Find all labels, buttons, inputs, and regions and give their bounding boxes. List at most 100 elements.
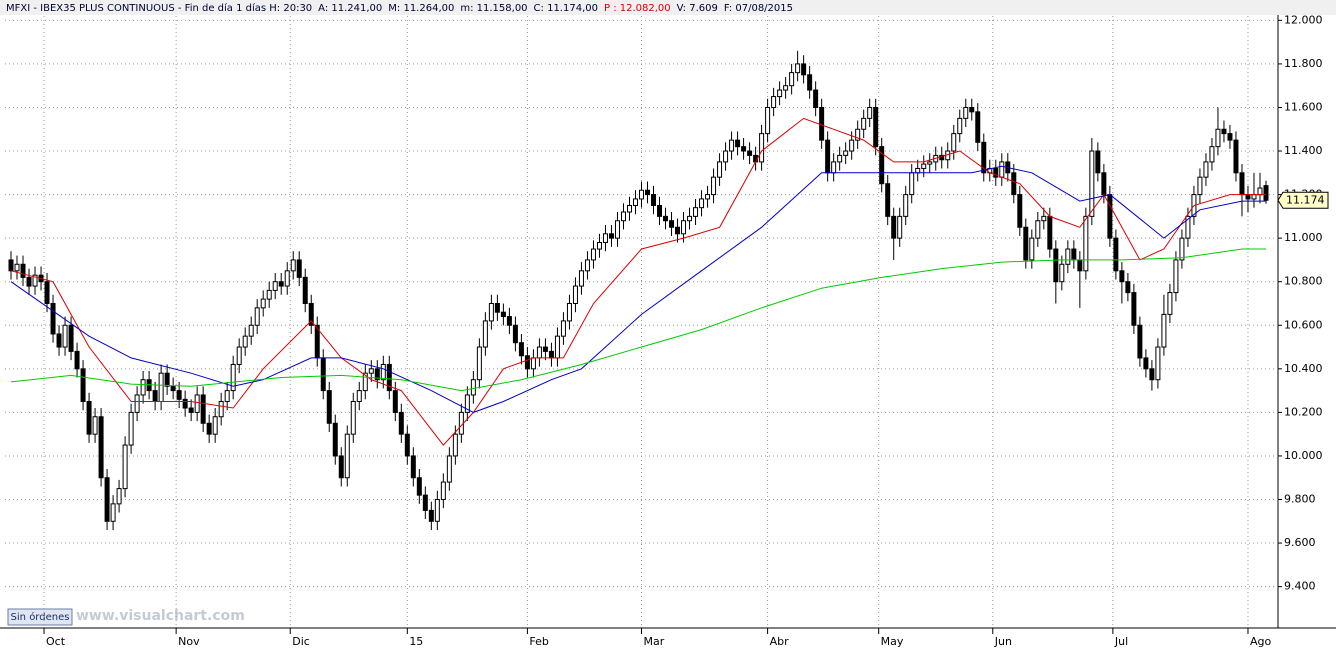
header-item: F: 07/08/2015 — [724, 3, 793, 14]
candle-body — [128, 411, 134, 446]
candle-body — [993, 167, 999, 178]
candle-body — [620, 211, 626, 222]
candle-body — [1017, 194, 1023, 228]
candle-body — [182, 398, 188, 409]
candle-body — [50, 302, 56, 335]
candle-body — [1089, 150, 1095, 217]
candle-body — [530, 357, 536, 370]
header-item: A: 11.241,00 — [318, 3, 382, 14]
status-text[interactable]: Sin órdenes — [11, 611, 70, 623]
candle-body — [807, 74, 813, 91]
candle-body — [572, 285, 578, 304]
y-tick-label: 12.000 — [1284, 13, 1323, 26]
candle-body — [681, 220, 687, 235]
candle-body — [1029, 237, 1035, 261]
candle-body — [975, 111, 981, 143]
candle-body — [813, 89, 819, 108]
watermark: www.visualchart.com — [76, 608, 245, 624]
candle-body — [26, 276, 32, 287]
candle-body — [176, 390, 182, 400]
candle-body — [1059, 263, 1065, 283]
candle-body — [783, 85, 789, 91]
candle-body — [801, 63, 807, 76]
candle-body — [1179, 237, 1185, 261]
candle-body — [68, 324, 74, 352]
candle-body — [1011, 172, 1017, 196]
candle-body — [885, 183, 891, 217]
header: MFXI - IBEX35 PLUS CONTINUOUS - Fin de d… — [6, 2, 793, 14]
candle-body — [560, 320, 566, 337]
candle-body — [410, 455, 416, 479]
candle-body — [705, 194, 711, 200]
candle-body — [663, 215, 669, 222]
candle-body — [236, 346, 242, 365]
candle-body — [1245, 194, 1251, 200]
candle-body — [326, 390, 332, 424]
candle-body — [789, 72, 795, 87]
candle-body — [1161, 313, 1167, 348]
candle-body — [170, 385, 176, 392]
y-tick-label: 11.800 — [1284, 57, 1323, 70]
candle-body — [639, 189, 644, 200]
candle-body — [747, 150, 753, 156]
y-tick-label: 9.600 — [1284, 536, 1316, 549]
candle-body — [651, 194, 657, 206]
candle-body — [584, 259, 590, 272]
candle-body — [374, 368, 380, 381]
candle-body — [242, 335, 248, 348]
y-tick-label: 11.600 — [1284, 100, 1323, 113]
candle-body — [440, 481, 446, 501]
candle-body — [338, 455, 344, 479]
candle-body — [1095, 150, 1101, 174]
candle-body — [566, 302, 572, 322]
candle-body — [296, 259, 302, 278]
candle-body — [542, 346, 548, 352]
candle-body — [80, 368, 86, 402]
candle-body — [290, 259, 296, 272]
candle-body — [1125, 281, 1131, 294]
candle-body — [158, 372, 164, 402]
candle-body — [1185, 215, 1191, 239]
candle-body — [74, 350, 80, 370]
candle-body — [602, 233, 608, 244]
candle-body — [230, 363, 236, 392]
x-tick-label: Abr — [770, 635, 790, 648]
candle-body — [632, 198, 638, 206]
x-tick-label: Ago — [1250, 635, 1272, 648]
candle-body — [512, 324, 518, 344]
candle-body — [909, 172, 915, 196]
candle-body — [879, 146, 885, 185]
candle-body — [855, 128, 861, 141]
candle-body — [260, 298, 266, 309]
y-tick-label: 10.600 — [1284, 318, 1323, 331]
candle-body — [470, 379, 476, 396]
candle-body — [20, 263, 26, 278]
y-tick-label: 10.400 — [1284, 362, 1323, 375]
candle-body — [392, 390, 398, 413]
x-tick-label: Mar — [644, 635, 665, 648]
header-item: V: 7.609 — [677, 3, 718, 14]
candle-body — [110, 503, 116, 522]
candle-body — [152, 390, 158, 402]
candle-body — [194, 394, 200, 413]
candle-body — [398, 411, 404, 435]
x-tick-label: May — [881, 635, 904, 648]
candle-body — [380, 363, 386, 381]
candle-body — [675, 226, 681, 235]
status-button[interactable] — [7, 608, 73, 626]
candle-body — [614, 220, 620, 239]
candle-body — [92, 416, 98, 435]
candle-body — [837, 154, 843, 163]
candle-body — [356, 390, 362, 402]
candle-body — [1209, 146, 1215, 163]
candle-body — [687, 215, 693, 222]
candle-body — [1023, 226, 1029, 261]
candle-body — [464, 394, 470, 413]
candle-body — [1167, 292, 1173, 315]
candle-body — [873, 106, 879, 148]
candle-body — [212, 416, 218, 435]
x-tick-label: Jul — [1114, 635, 1128, 648]
candle-body — [1197, 176, 1203, 196]
candle-body — [554, 335, 560, 359]
x-tick-label: Dic — [292, 635, 310, 648]
